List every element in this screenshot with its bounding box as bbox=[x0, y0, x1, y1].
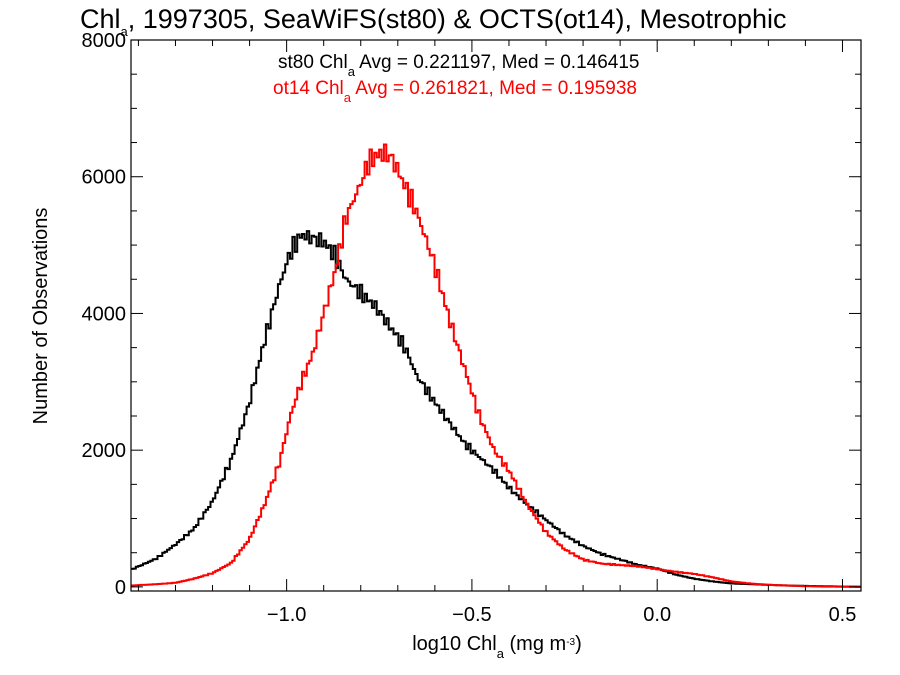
y-axis-label: Number of Observations bbox=[30, 208, 52, 425]
y-tick-label: 6000 bbox=[82, 167, 127, 189]
ot14-stats-annotation: ot14 Chla Avg = 0.261821, Med = 0.195938 bbox=[273, 78, 637, 105]
y-tick-label: 0 bbox=[115, 577, 126, 599]
y-tick-label: 2000 bbox=[82, 440, 127, 462]
st80-stats-annotation: st80 Chla Avg = 0.221197, Med = 0.146415 bbox=[278, 52, 639, 79]
chart-title: Chla, 1997305, SeaWiFS(st80) & OCTS(ot14… bbox=[80, 4, 787, 39]
plot-frame bbox=[130, 39, 862, 592]
y-tick-label: 4000 bbox=[82, 303, 127, 325]
series-layer bbox=[131, 143, 861, 588]
x-tick-label: 0.5 bbox=[829, 604, 857, 626]
x-tick-label: −1.0 bbox=[267, 604, 306, 626]
tick-layer: −1.0 −0.5 0.0 0.5 0 2000 4000 6000 8000 bbox=[82, 30, 861, 626]
ot14-histogram-line bbox=[131, 143, 861, 588]
x-tick-label: −0.5 bbox=[452, 604, 491, 626]
y-tick-label: 8000 bbox=[82, 30, 127, 52]
x-tick-label: 0.0 bbox=[643, 604, 671, 626]
x-axis-label: log10 Chla (mg m-3) bbox=[412, 633, 582, 661]
st80-histogram-line bbox=[131, 230, 861, 588]
